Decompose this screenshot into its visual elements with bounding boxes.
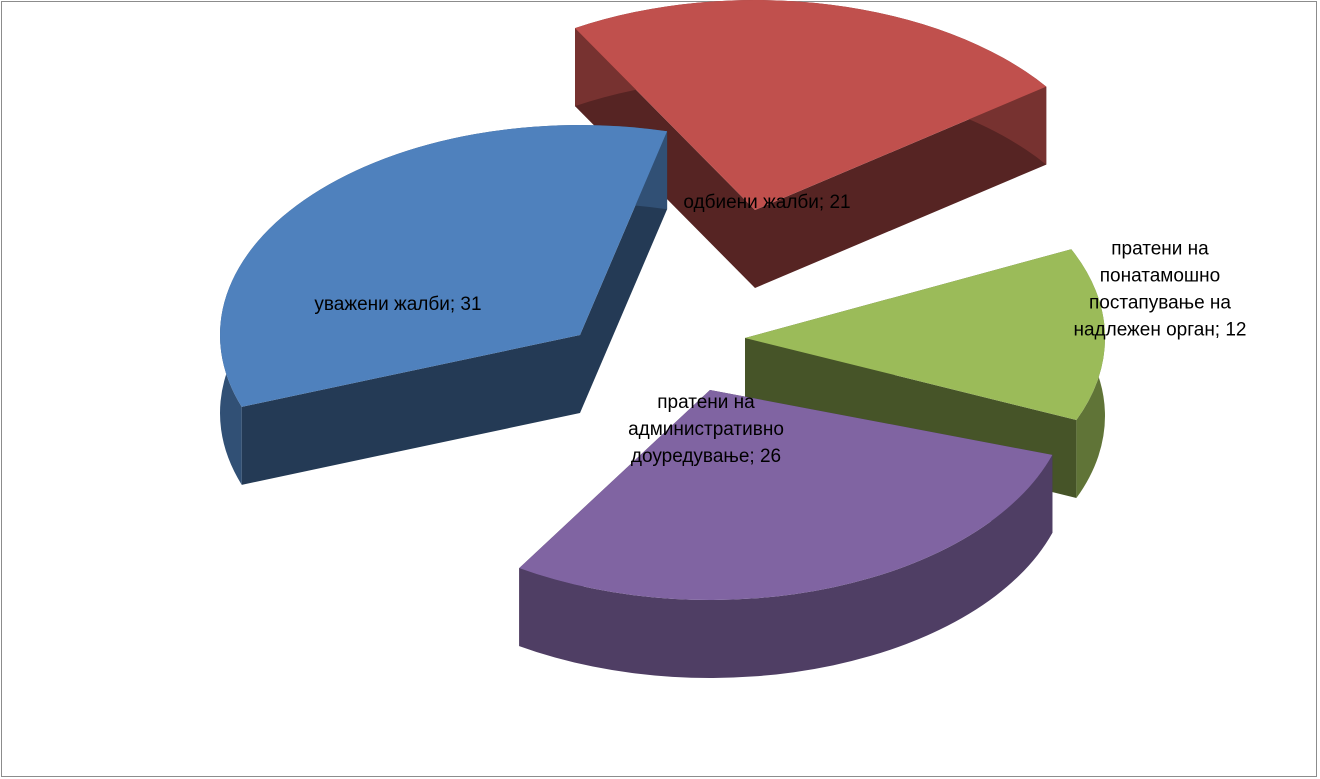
pie-slice (519, 390, 1053, 678)
slice-data-label: пратени на понатамошно постапување на надле… (1073, 239, 1246, 341)
slice-side-wall (755, 86, 1047, 288)
slice-label-line: понатамошно (1100, 266, 1221, 287)
slice-label-line: пратени на (1111, 239, 1209, 260)
slice-label-line: постапување на (1089, 293, 1231, 314)
slice-label-line: надлежен орган; 12 (1073, 320, 1246, 341)
slice-label-line: пратени на (657, 392, 755, 413)
pie-slice (220, 125, 668, 485)
slice-outer-wall (519, 454, 1053, 678)
slice-label-line: одбиени жалби; 21 (683, 192, 850, 213)
slice-label-line: доуредување; 26 (631, 446, 781, 467)
slice-top (745, 249, 1105, 421)
slice-side-wall (241, 335, 580, 485)
slice-data-label: пратени на административно доуредување; 26 (628, 392, 784, 467)
slice-data-label: одбиени жалби; 21 (683, 192, 850, 213)
slice-data-label: уважени жалби; 31 (314, 294, 481, 315)
slice-label-line: уважени жалби; 31 (314, 294, 481, 315)
slice-top (519, 390, 1053, 600)
slice-top (220, 125, 668, 407)
slice-label-line: административно (628, 419, 784, 440)
slice-top (575, 0, 1047, 210)
